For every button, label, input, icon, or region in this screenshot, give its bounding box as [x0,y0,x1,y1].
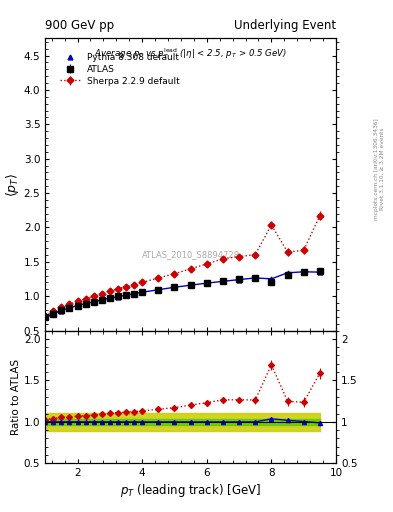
Y-axis label: Ratio to ATLAS: Ratio to ATLAS [11,359,21,435]
Text: Rivet 3.1.10, ≥ 3.2M events: Rivet 3.1.10, ≥ 3.2M events [380,127,384,210]
Pythia 8.308 default [107,295,112,301]
Pythia 8.308 default [269,276,274,282]
Pythia 8.308 default [156,287,161,293]
Legend: Pythia 8.308 default, ATLAS, Sherpa 2.2.9 default: Pythia 8.308 default, ATLAS, Sherpa 2.2.… [59,52,182,88]
Pythia 8.308 default [43,314,48,321]
Pythia 8.308 default [67,305,72,311]
Text: 900 GeV pp: 900 GeV pp [45,19,114,32]
Pythia 8.308 default [253,275,257,281]
Pythia 8.308 default [301,269,306,275]
Text: Underlying Event: Underlying Event [234,19,336,32]
Text: mcplots.cern.ch [arXiv:1306.3436]: mcplots.cern.ch [arXiv:1306.3436] [374,118,379,220]
Pythia 8.308 default [188,282,193,288]
Pythia 8.308 default [99,297,104,303]
Pythia 8.308 default [51,311,56,317]
Text: Average $p_T$ vs $p_T^{\rm lead}$ ($|\eta|$ < 2.5, $p_T$ > 0.5 GeV): Average $p_T$ vs $p_T^{\rm lead}$ ($|\et… [94,46,287,60]
Pythia 8.308 default [204,280,209,286]
Line: Pythia 8.308 default: Pythia 8.308 default [43,269,322,319]
Pythia 8.308 default [75,303,80,309]
Pythia 8.308 default [124,292,129,298]
Pythia 8.308 default [59,308,64,314]
Pythia 8.308 default [220,278,225,284]
Pythia 8.308 default [132,291,136,297]
Pythia 8.308 default [140,289,145,295]
Pythia 8.308 default [285,270,290,276]
X-axis label: $p_T$ (leading track) [GeV]: $p_T$ (leading track) [GeV] [120,482,261,499]
Pythia 8.308 default [116,293,120,300]
Pythia 8.308 default [91,298,96,305]
Pythia 8.308 default [237,276,241,283]
Y-axis label: $\langle p_T \rangle$: $\langle p_T \rangle$ [4,173,21,197]
Text: ATLAS_2010_S8894728: ATLAS_2010_S8894728 [141,250,240,259]
Pythia 8.308 default [83,301,88,307]
Pythia 8.308 default [318,269,322,275]
Pythia 8.308 default [172,284,177,290]
